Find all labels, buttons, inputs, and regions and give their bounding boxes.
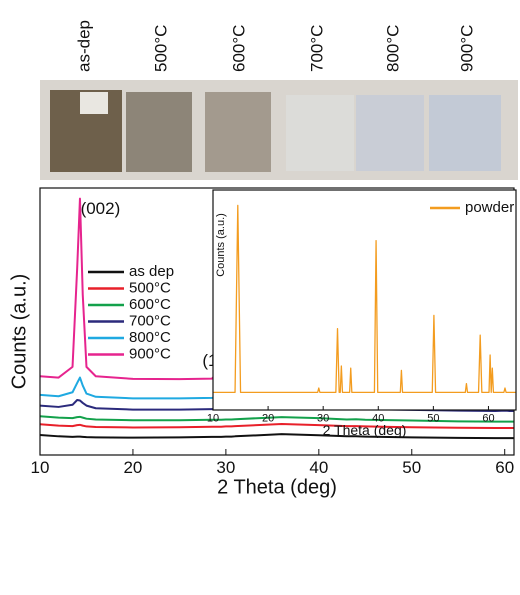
sample-glare [80,92,108,114]
legend-label: 800°C [129,329,171,346]
sample [205,92,271,172]
legend-label: 600°C [129,296,171,313]
x-tick-label: 50 [427,413,439,425]
x-tick-label: 20 [262,413,274,425]
x-tick-label: 60 [495,458,514,477]
legend-label: 700°C [129,312,171,329]
sample-label: as-dep [74,20,93,72]
x-axis-label: 2 Theta (deg) [323,422,407,438]
x-tick-label: 30 [317,413,329,425]
sample [356,95,424,171]
sample-label: 500°C [151,25,170,72]
sample-label: 800°C [383,25,402,72]
x-tick-label: 50 [402,458,421,477]
annotation: (002) [81,199,121,218]
x-axis-label: 2 Theta (deg) [217,476,337,498]
y-axis-label: Counts (a.u.) [215,213,227,277]
sample-label: 900°C [457,25,476,72]
series-line [39,415,514,423]
sample-label: 700°C [307,25,326,72]
inset-background [213,190,516,410]
sample [286,95,354,171]
legend-label: 500°C [129,279,171,296]
x-tick-label: 40 [309,458,328,477]
x-tick-label: 40 [372,413,384,425]
y-axis-label: Counts (a.u.) [8,274,30,390]
x-tick-label: 60 [482,413,494,425]
photo [40,80,518,180]
sample [126,92,192,172]
legend-label: 900°C [129,345,171,362]
sample [429,95,501,171]
x-tick-label: 10 [207,413,219,425]
x-tick-label: 30 [216,458,235,477]
series-line [213,204,516,394]
series-line [39,433,514,440]
x-tick-label: 20 [123,458,142,477]
sample-label: 600°C [229,25,248,72]
plot-frame [212,189,517,411]
x-tick-label: 10 [31,458,50,477]
series-line [39,423,514,430]
legend-label: powder [465,199,514,216]
legend-label: as dep [129,263,174,280]
